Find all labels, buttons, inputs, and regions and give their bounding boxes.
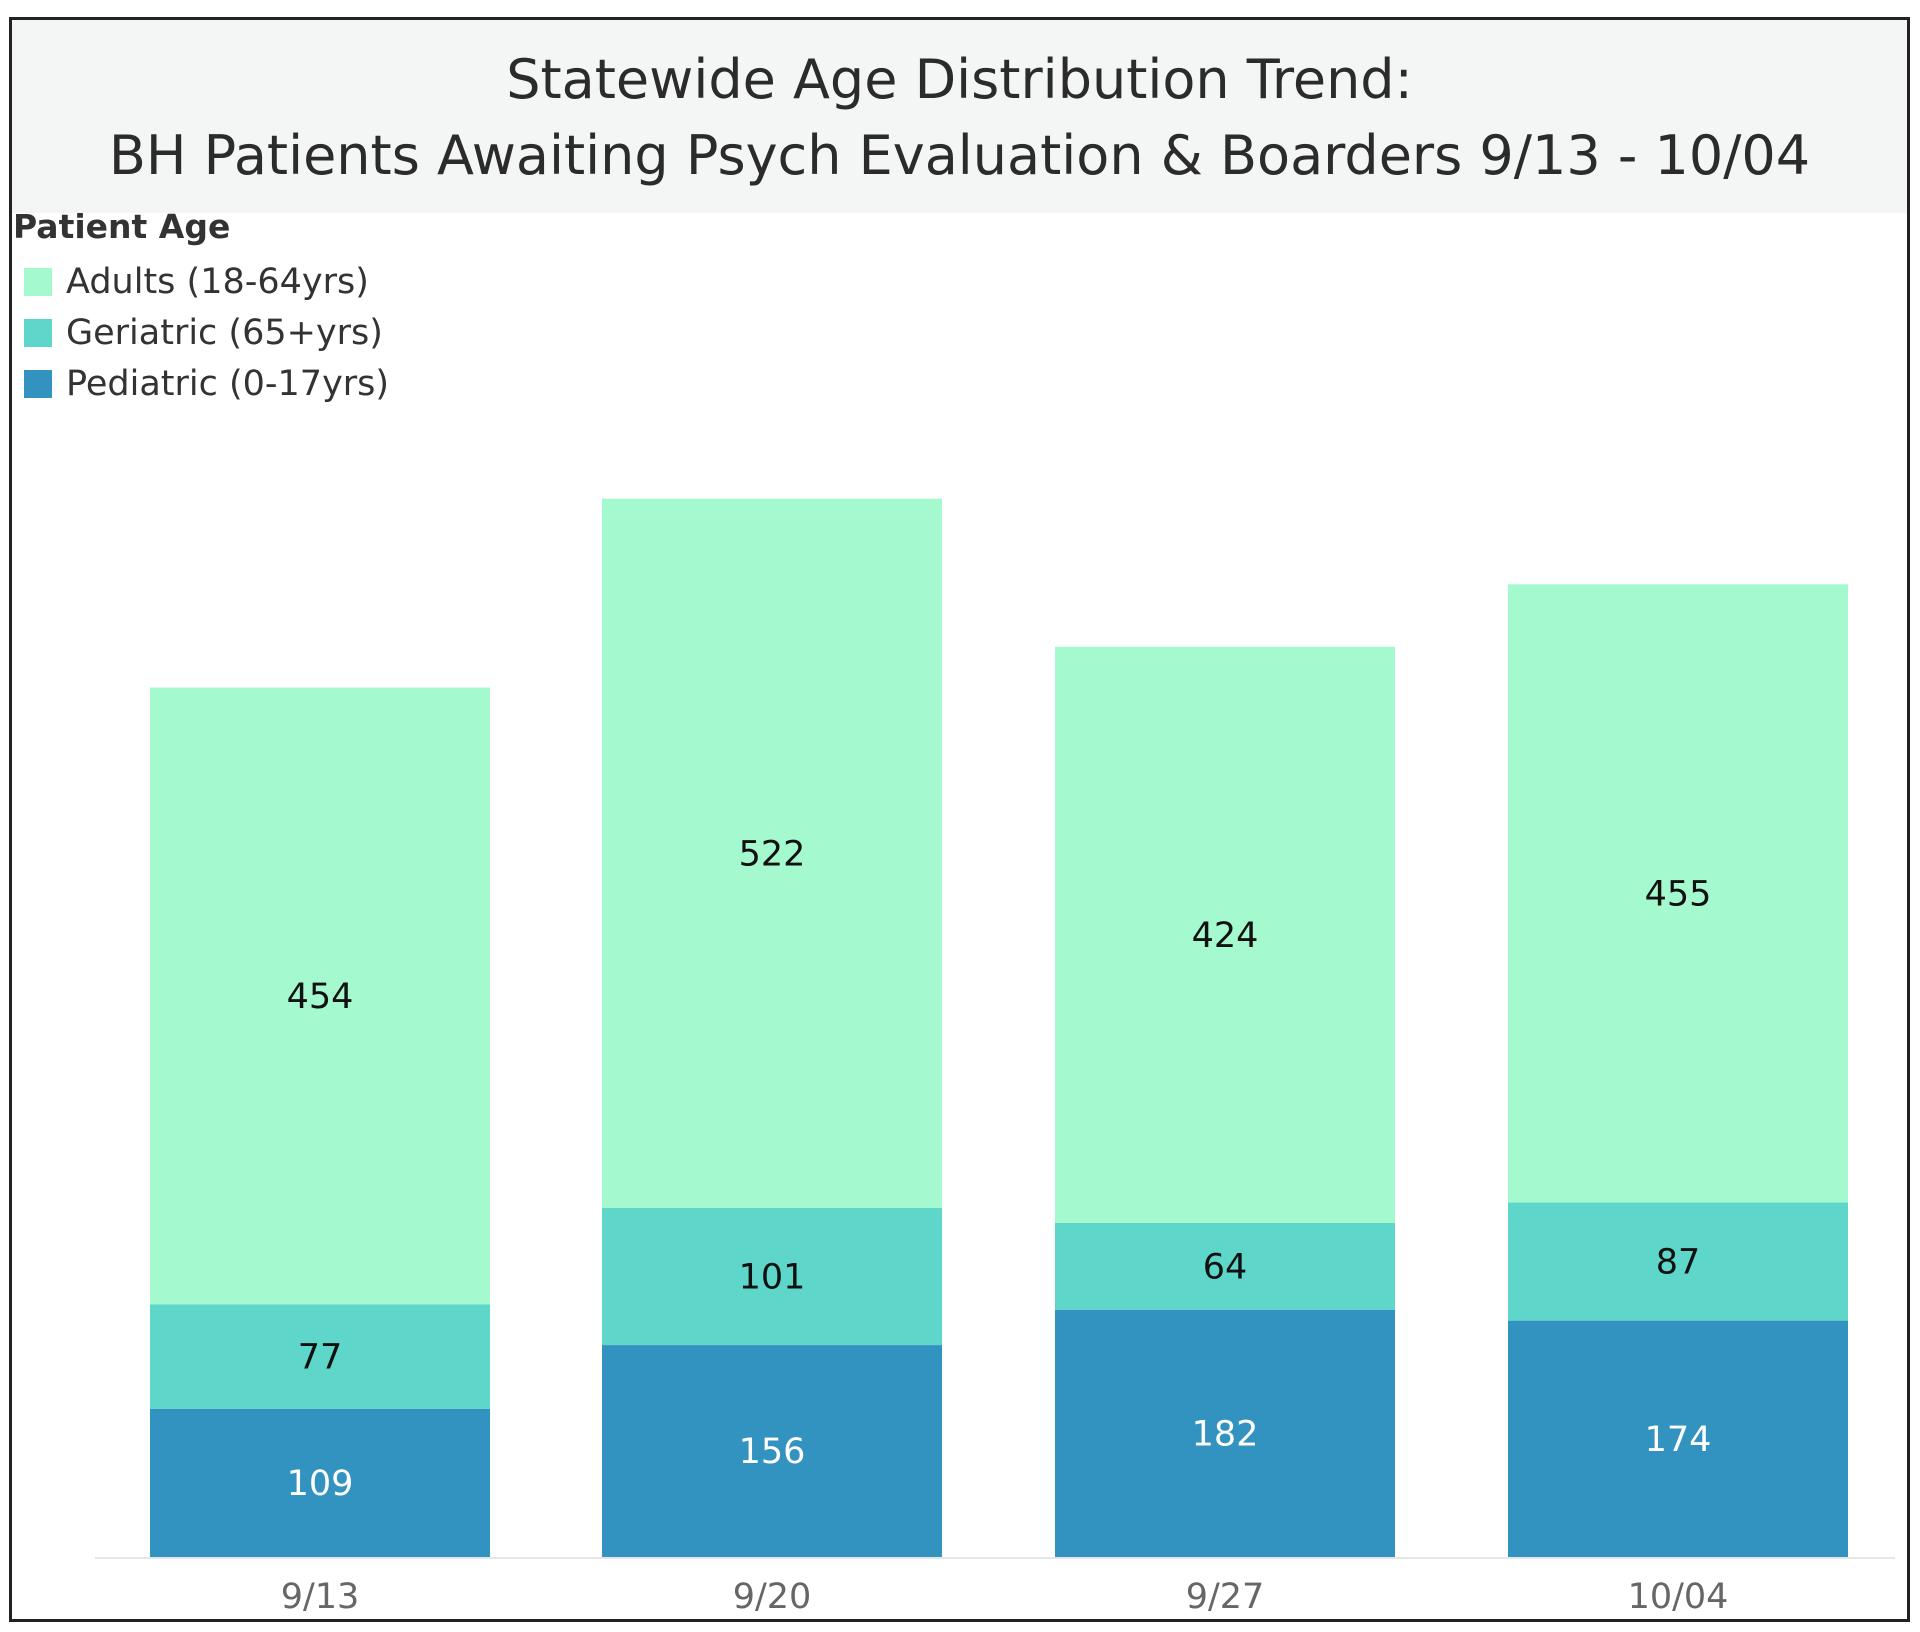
legend-label-adults: Adults (18-64yrs)	[66, 261, 369, 302]
data-label-geriatric-0: 77	[298, 1338, 343, 1378]
x-tick-label-2: 9/27	[1186, 1577, 1265, 1617]
legend-swatch-adults	[24, 267, 52, 296]
data-label-adults-0: 454	[287, 977, 354, 1017]
x-tick-label-1: 9/20	[733, 1577, 812, 1617]
legend-item-pediatric[interactable]: Pediatric (0-17yrs)	[13, 358, 389, 409]
data-label-adults-1: 522	[739, 834, 806, 874]
data-label-adults-2: 424	[1192, 916, 1259, 956]
bar-geriatric-2[interactable]	[1055, 1222, 1395, 1310]
bar-geriatric-3[interactable]	[1508, 1202, 1848, 1321]
bar-adults-2[interactable]	[1055, 646, 1395, 1223]
data-label-pediatric-1: 156	[739, 1432, 806, 1472]
legend-swatch-pediatric	[24, 369, 52, 398]
bar-pediatric-3[interactable]	[1508, 1320, 1848, 1557]
data-label-pediatric-2: 182	[1192, 1414, 1259, 1454]
data-label-pediatric-0: 109	[287, 1464, 354, 1504]
legend-swatch-geriatric	[24, 318, 52, 347]
data-label-pediatric-3: 174	[1645, 1420, 1712, 1460]
data-label-adults-3: 455	[1645, 874, 1712, 914]
legend-label-geriatric: Geriatric (65+yrs)	[66, 312, 383, 353]
bar-pediatric-1[interactable]	[602, 1345, 942, 1557]
data-label-geriatric-1: 101	[739, 1257, 806, 1297]
data-label-geriatric-2: 64	[1203, 1247, 1248, 1287]
bar-geriatric-1[interactable]	[602, 1207, 942, 1346]
data-label-geriatric-3: 87	[1656, 1243, 1701, 1283]
bar-adults-3[interactable]	[1508, 584, 1848, 1203]
chart-title-line-1: Statewide Age Distribution Trend:	[506, 48, 1413, 111]
title-band: Statewide Age Distribution Trend: BH Pat…	[12, 20, 1907, 213]
bar-geriatric-0[interactable]	[150, 1304, 490, 1409]
bar-pediatric-0[interactable]	[150, 1408, 490, 1557]
legend-item-geriatric[interactable]: Geriatric (65+yrs)	[13, 307, 389, 358]
chart-title-line-2: BH Patients Awaiting Psych Evaluation & …	[108, 124, 1811, 187]
x-tick-label-3: 10/04	[1628, 1577, 1729, 1617]
x-tick-label-0: 9/13	[281, 1577, 360, 1617]
bar-adults-0[interactable]	[150, 687, 490, 1305]
legend-label-pediatric: Pediatric (0-17yrs)	[66, 363, 390, 404]
bar-pediatric-2[interactable]	[1055, 1309, 1395, 1557]
bar-adults-1[interactable]	[602, 498, 942, 1208]
legend-title: Patient Age	[13, 207, 231, 246]
legend-item-adults[interactable]: Adults (18-64yrs)	[13, 256, 389, 307]
legend: Patient Age Adults (18-64yrs) Geriatric …	[13, 207, 389, 409]
